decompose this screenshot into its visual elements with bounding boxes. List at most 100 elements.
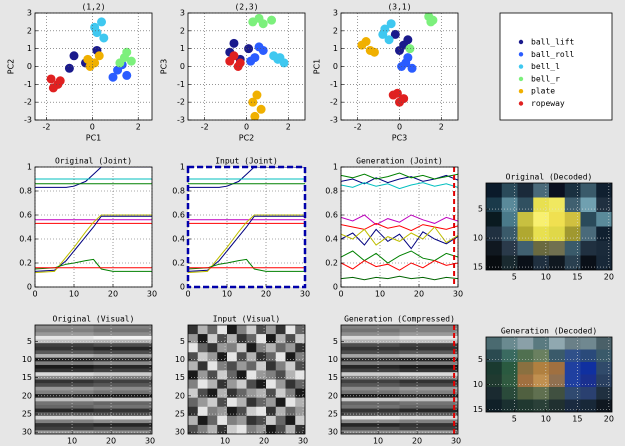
y-tick-label: -2	[330, 98, 338, 107]
image-cell	[35, 354, 94, 358]
image-cell	[217, 398, 227, 407]
image-cell	[596, 350, 612, 363]
x-tick-label: 20	[259, 437, 269, 446]
image-cell	[341, 380, 400, 384]
image-cell	[502, 256, 518, 271]
image-cell	[35, 405, 94, 409]
y-tick-label: 2	[180, 26, 185, 35]
image-cell	[549, 375, 565, 388]
y-tick-label: 5	[478, 205, 483, 214]
x-tick-label: 30	[451, 437, 461, 446]
y-tick-label: -2	[177, 98, 185, 107]
image-cell	[217, 325, 227, 334]
y-tick-label: -1	[24, 80, 32, 89]
image-cell	[35, 412, 94, 416]
image-cell	[247, 325, 257, 334]
image-cell	[341, 361, 400, 365]
legend-marker	[519, 40, 523, 44]
image-cell	[565, 256, 581, 271]
y-axis-label: PC3	[160, 59, 169, 75]
y-tick-label: -2	[24, 98, 32, 107]
y-tick-label: 15	[175, 373, 185, 382]
image-cell	[188, 398, 198, 407]
image-cell	[295, 407, 305, 416]
scatter-point	[362, 38, 370, 46]
image-cell	[596, 362, 612, 375]
image-cell	[256, 389, 266, 398]
image-cell	[94, 380, 153, 384]
image-cell	[565, 241, 581, 256]
image-cell	[400, 416, 459, 420]
image-cell	[94, 325, 153, 329]
image-cell	[518, 198, 534, 213]
x-tick-label: 15	[572, 415, 582, 424]
image-cell	[533, 256, 549, 271]
image-cell	[400, 343, 459, 347]
y-tick-label: 0	[180, 283, 185, 292]
y-tick-label: 25	[22, 410, 32, 419]
image-cell	[286, 352, 296, 361]
image-cell	[581, 212, 597, 227]
chart-title: (1,2)	[81, 3, 105, 12]
image-cell	[518, 337, 534, 350]
image-cell	[486, 350, 502, 363]
image-cell	[35, 401, 94, 405]
image-cell	[596, 375, 612, 388]
image-cell	[266, 361, 276, 370]
legend-label: ball_lift	[531, 38, 575, 47]
image-cell	[549, 241, 565, 256]
image-cell	[266, 370, 276, 379]
image-cell	[35, 394, 94, 398]
image-cell	[35, 419, 94, 423]
x-tick-label: 20	[414, 290, 424, 299]
image-cell	[341, 390, 400, 394]
image-cell	[400, 398, 459, 402]
image-cell	[35, 358, 94, 362]
image-cell	[217, 380, 227, 389]
scatter-point	[93, 29, 101, 37]
image-cell	[198, 352, 208, 361]
x-tick-label: 10	[375, 290, 385, 299]
image-cell	[341, 365, 400, 369]
y-tick-label: 1	[180, 44, 185, 53]
y-tick-label: 0	[27, 283, 32, 292]
scatter-point	[127, 57, 135, 65]
image-cell	[256, 425, 266, 434]
x-tick-label: 30	[453, 290, 463, 299]
x-axis-label: PC1	[86, 134, 102, 143]
image-cell	[227, 398, 237, 407]
image-cell	[596, 227, 612, 242]
image-cell	[94, 332, 153, 336]
image-cell	[256, 325, 266, 334]
image-cell	[286, 398, 296, 407]
image-cell	[549, 362, 565, 375]
image-cell	[247, 416, 257, 425]
image-cell	[295, 334, 305, 343]
image-cell	[400, 329, 459, 333]
legend-label: ball_roll	[531, 50, 575, 59]
image-cell	[400, 325, 459, 329]
image-cell	[400, 354, 459, 358]
image-cell	[217, 407, 227, 416]
image-cell	[237, 407, 247, 416]
image-cell	[247, 425, 257, 434]
image-cell	[35, 380, 94, 384]
image-cell	[208, 370, 218, 379]
image-cell	[565, 227, 581, 242]
y-axis-label: PC2	[7, 59, 16, 75]
image-cell	[237, 380, 247, 389]
y-tick-label: 1	[27, 44, 32, 53]
y-tick-label: 0.4	[19, 235, 32, 244]
y-tick-label: 0.2	[325, 259, 338, 268]
image-cell	[276, 425, 286, 434]
image-cell	[549, 387, 565, 400]
image-cell	[295, 325, 305, 334]
image-cell	[596, 387, 612, 400]
scatter-point	[408, 64, 416, 72]
image-cell	[581, 375, 597, 388]
y-tick-label: -3	[330, 116, 338, 125]
image-cell	[94, 372, 153, 376]
image-cell	[486, 212, 502, 227]
image-cell	[208, 343, 218, 352]
image-cell	[533, 241, 549, 256]
